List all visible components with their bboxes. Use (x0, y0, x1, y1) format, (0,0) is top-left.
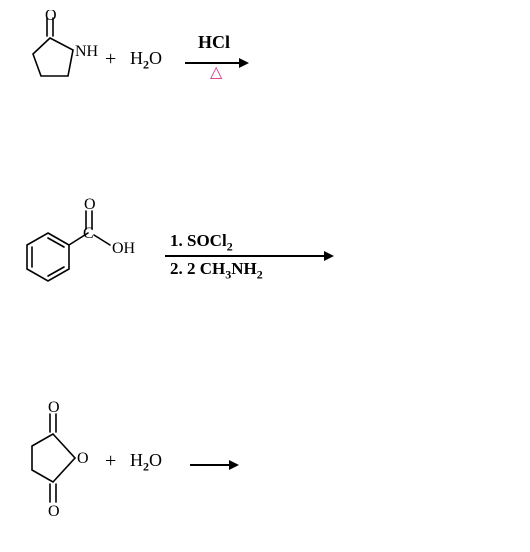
o-label: O (149, 450, 162, 470)
oxygen-top-label: O (48, 400, 60, 416)
condition-line-2: 2. 2 CH3NH2 (170, 259, 263, 282)
hcl-label: HCl (198, 32, 230, 53)
lactam-structure: O NH (15, 10, 105, 95)
condition-divider (165, 255, 325, 257)
o-label: O (149, 48, 162, 68)
reaction-1: O NH + H2O HCl △ (0, 10, 530, 110)
water-reagent: H2O (130, 48, 162, 73)
water-reagent: H2O (130, 450, 162, 475)
delta-icon: △ (210, 62, 222, 82)
benzoic-acid-structure: O C OH (10, 195, 160, 295)
plus-sign: + (105, 48, 116, 71)
sub-2b: 2 (257, 267, 263, 281)
oxygen-label: O (84, 196, 96, 213)
ch3nh2-prefix: 2. 2 CH (170, 259, 225, 278)
oxygen-bot-label: O (48, 503, 60, 520)
arrow-head-icon (324, 251, 334, 261)
page: O NH + H2O HCl △ (0, 0, 530, 552)
reaction-arrow (190, 460, 245, 472)
condition-line-1: 1. SOCl2 (170, 231, 233, 254)
h-label: H (130, 48, 143, 68)
oh-label: OH (112, 240, 136, 257)
sub-2: 2 (227, 239, 233, 253)
nh-mid: NH (231, 259, 257, 278)
socl2-label: 1. SOCl (170, 231, 227, 250)
reaction-2: O C OH 1. SOCl2 2. 2 CH3NH2 (0, 195, 530, 305)
reaction-3: O O O + H2O (0, 400, 530, 530)
h-label: H (130, 450, 143, 470)
nh-label: NH (75, 43, 99, 60)
oxygen-ring-label: O (77, 450, 89, 467)
oxygen-label: O (45, 10, 57, 24)
anhydride-structure: O O O (15, 400, 105, 520)
plus-sign: + (105, 450, 116, 473)
carbon-label: C (83, 225, 94, 242)
